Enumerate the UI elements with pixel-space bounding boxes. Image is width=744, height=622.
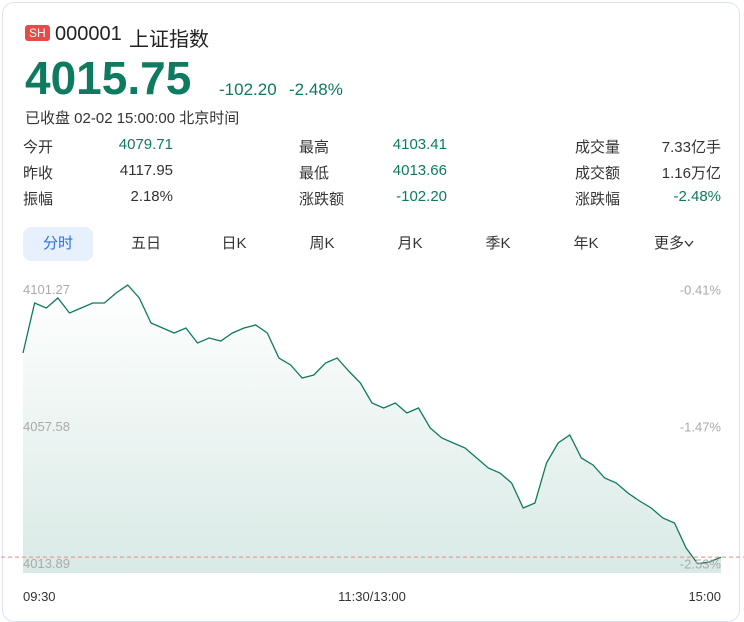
stat-value: 4117.95 — [119, 162, 173, 179]
y-tick-label: 4057.58 — [23, 419, 70, 434]
change-pct: -2.48% — [289, 80, 343, 99]
stat-label: 成交量 — [575, 139, 621, 156]
tab[interactable]: 周K — [309, 235, 335, 252]
stat-value: -2.48% — [673, 188, 721, 205]
stat-label: 成交额 — [575, 165, 621, 182]
stock-code: 000001 — [55, 23, 122, 45]
y-tick-label: 4101.27 — [23, 282, 70, 297]
stat-label: 涨跌额 — [299, 191, 345, 208]
y2-tick-label: -2.53% — [680, 556, 722, 571]
stat-label: 振幅 — [23, 191, 54, 208]
stat-label: 最低 — [299, 165, 330, 182]
tab[interactable]: 分时 — [23, 227, 93, 261]
tab[interactable]: 月K — [397, 235, 423, 252]
stock-name: 上证指数 — [129, 29, 209, 51]
stat-value: 4013.66 — [392, 162, 447, 179]
x-tick-label: 09:30 — [23, 589, 56, 604]
tab[interactable]: 年K — [573, 235, 599, 252]
market-badge: SH — [25, 25, 50, 41]
x-tick-label: 15:00 — [688, 589, 721, 604]
stat-label: 今开 — [23, 139, 54, 156]
x-tick-label: 11:30/13:00 — [338, 589, 406, 604]
tab[interactable]: 五日 — [130, 235, 161, 252]
stat-value: 7.33亿手 — [661, 139, 721, 156]
stat-label: 昨收 — [23, 165, 54, 182]
tab[interactable]: 日K — [221, 235, 247, 252]
stat-value: 4079.71 — [118, 136, 173, 153]
y2-tick-label: -0.41% — [680, 283, 722, 298]
status: 已收盘 02-02 15:00:00 北京时间 — [25, 110, 240, 127]
tab[interactable]: 季K — [485, 235, 511, 252]
price-line — [22, 284, 722, 565]
stat-value: 1.16万亿 — [661, 165, 721, 182]
stat-label: 涨跌幅 — [575, 191, 621, 208]
chevron — [684, 240, 694, 248]
stat-value: -102.20 — [396, 188, 447, 205]
y2-tick-label: -1.47% — [680, 420, 722, 435]
change: -102.20 — [219, 80, 277, 99]
area — [23, 285, 721, 573]
chart: 4013.89 4057.58 4101.27 -2.53% -1.47% -0.41% 0… — [1, 282, 744, 604]
tab[interactable]: 更多 — [639, 227, 709, 261]
price: 4015.75 — [25, 52, 192, 104]
stat-label: 最高 — [299, 139, 330, 156]
y-tick-label: 4013.89 — [23, 556, 70, 571]
stat-value: 4103.41 — [392, 136, 447, 153]
stat-value: 2.18% — [130, 188, 173, 205]
